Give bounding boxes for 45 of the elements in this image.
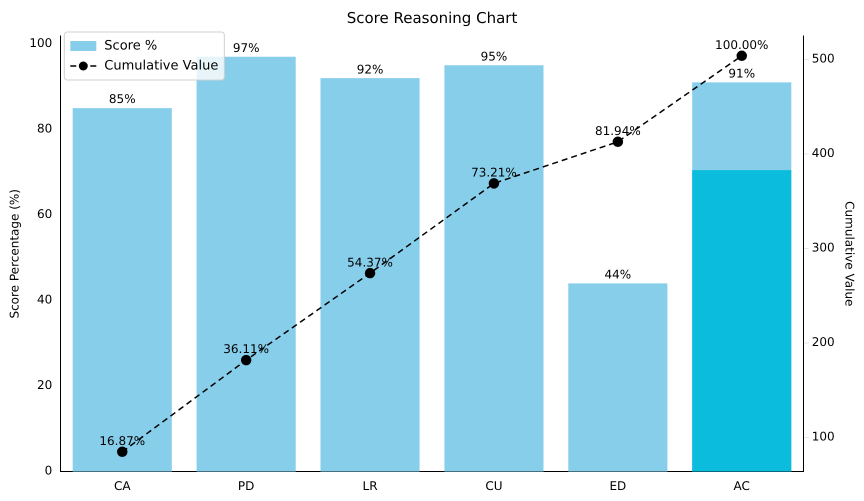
legend-label: Score % [104,38,158,54]
x-tick-label: ED [609,478,626,493]
annotation: 73.21% [471,166,517,180]
annotation: 36.11% [223,342,270,356]
y-tick-label: 0 [44,464,52,478]
annotation: 54.37% [347,255,393,270]
y-axis-title: Score Percentage (%) [7,189,22,319]
y-tick-label: 40 [37,292,52,307]
data-label: 95% [480,49,508,64]
y2-tick-label: 500 [812,52,835,66]
data-label: 92% [356,62,384,76]
bar [692,170,792,472]
y-tick-label: 20 [37,378,52,392]
x-tick-label: CU [485,478,503,493]
y2-axis-title: Cumulative Value [842,201,857,306]
y-tick-label: 100 [29,36,52,50]
data-label: 91% [728,66,756,81]
y2-tick-label: 300 [812,240,835,255]
annotation: 81.94% [594,124,641,138]
annotation: 100.00% [715,38,768,52]
bar [320,78,420,472]
point [612,136,624,148]
point [240,354,252,366]
x-tick-label: PD [238,478,254,493]
x-tick-label: AC [734,478,750,493]
y2-tick-label: 200 [812,335,835,350]
bar [568,283,668,472]
chart-title: Score Reasoning Chart [346,8,518,27]
bar [444,65,544,472]
bar [72,108,172,472]
y2-tick-label: 100 [812,430,835,444]
point [364,268,376,278]
y-tick-label: 60 [37,207,52,222]
point [117,446,128,458]
y2-tick-label: 400 [812,146,835,160]
point [736,50,747,62]
data-label: 44% [604,268,632,282]
y-tick-label: 80 [37,122,52,136]
x-tick-label: CA [114,478,132,493]
x-tick-label: LR [362,478,378,493]
data-label: 97% [232,40,260,55]
data-label: 85% [108,92,136,106]
point [488,178,500,189]
annotation: 16.87% [99,434,146,448]
legend-label: Cumulative Value [104,58,218,74]
